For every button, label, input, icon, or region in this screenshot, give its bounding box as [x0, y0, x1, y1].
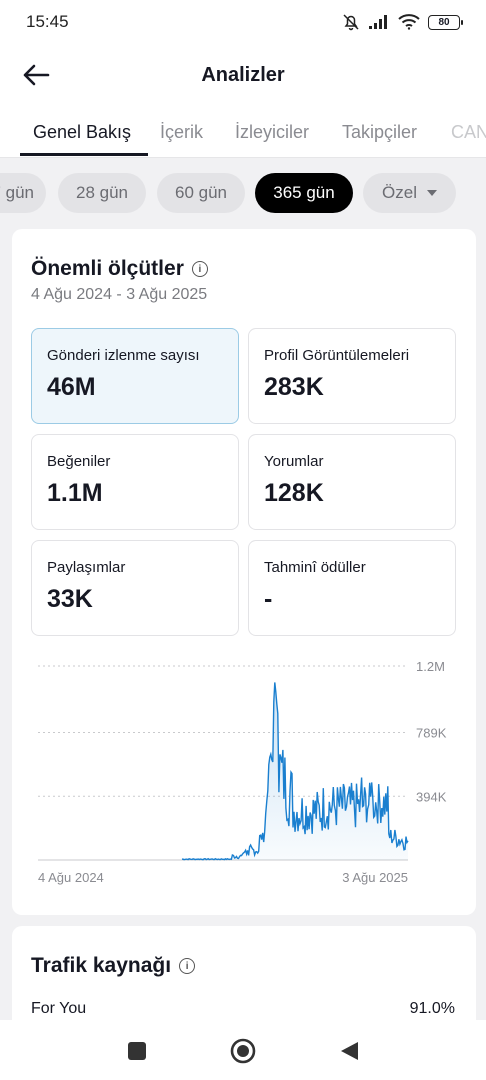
back-button[interactable]: [20, 59, 52, 91]
recents-button[interactable]: [124, 1038, 150, 1064]
metric-shares[interactable]: Paylaşımlar 33K: [31, 540, 239, 636]
chip-label: 7 gün: [0, 183, 34, 202]
battery-icon: 80: [428, 14, 463, 30]
status-time: 15:45: [26, 12, 69, 31]
header: Analizler: [0, 44, 486, 106]
info-icon[interactable]: i: [191, 261, 208, 277]
caret-down-icon: [426, 190, 437, 196]
arrow-left-icon: [23, 64, 50, 86]
y-tick-label: 394K: [416, 789, 447, 804]
metric-value: 33K: [47, 585, 93, 613]
tab-content[interactable]: İçerik: [160, 122, 204, 142]
series-line: [181, 682, 409, 861]
tab-bar: Genel Bakış İçerik İzleyiciler Takipçile…: [0, 106, 486, 158]
traffic-source-value: 91.0%: [409, 1000, 455, 1017]
home-button[interactable]: [230, 1038, 256, 1064]
traffic-row-for-you: For You 91.0%: [31, 1000, 455, 1018]
key-metrics-title: Önemli ölçütler: [31, 257, 184, 280]
tab-followers[interactable]: Takipçiler: [342, 122, 418, 142]
metric-value: -: [264, 585, 273, 613]
tab-overview[interactable]: Genel Bakış: [33, 122, 132, 142]
x-tick-label: 4 Ağu 2024: [38, 870, 104, 885]
chip-28-days[interactable]: 28 gün: [58, 173, 146, 213]
date-range: 4 Ağu 2024 - 3 Ağu 2025: [31, 286, 208, 303]
metric-value: 1.1M: [47, 479, 103, 507]
metric-comments[interactable]: Yorumlar 128K: [248, 434, 456, 530]
x-tick-label: 3 Ağu 2025: [342, 870, 408, 885]
chip-label: Özel: [382, 183, 417, 202]
metric-post-views[interactable]: Gönderi izlenme sayısı 46M: [31, 328, 239, 424]
back-triangle-icon: [341, 1042, 358, 1060]
metric-value: 128K: [264, 479, 324, 507]
y-tick-label: 1.2M: [416, 659, 445, 674]
home-circle-icon: [230, 1038, 256, 1064]
chip-365-days[interactable]: 365 gün: [255, 173, 353, 213]
metric-label: Profil Görüntülemeleri: [264, 347, 410, 364]
views-chart[interactable]: 1.2M 789K 394K 4 Ağu 2024 3 Ağu 2025: [12, 654, 476, 894]
series-area: [182, 682, 408, 860]
traffic-source-label: For You: [31, 1000, 87, 1017]
metric-value: 283K: [264, 373, 324, 401]
period-selector: 7 gün 28 gün 60 gün 365 gün Özel: [0, 158, 486, 228]
metric-value: 46M: [47, 373, 96, 401]
chip-7-days[interactable]: 7 gün: [0, 173, 46, 213]
signal-icon: [369, 15, 387, 29]
tab-active-indicator: [20, 153, 148, 156]
key-metrics-card: Önemli ölçütler i 4 Ağu 2024 - 3 Ağu 202…: [12, 229, 476, 915]
metric-estimated-rewards[interactable]: Tahminî ödüller -: [248, 540, 456, 636]
status-bar: 15:45 80: [0, 0, 486, 44]
back-nav-button[interactable]: [336, 1038, 362, 1064]
system-nav-bar: [0, 1020, 486, 1080]
metric-label: Yorumlar: [264, 453, 324, 470]
battery-level: 80: [438, 16, 450, 28]
chip-label: 60 gün: [175, 183, 227, 202]
key-metrics-heading: Önemli ölçütler i: [31, 257, 208, 281]
metric-label: Beğeniler: [47, 453, 111, 470]
traffic-title: Trafik kaynağı: [31, 954, 172, 977]
chip-60-days[interactable]: 60 gün: [157, 173, 245, 213]
square-icon: [128, 1042, 146, 1060]
metric-likes[interactable]: Beğeniler 1.1M: [31, 434, 239, 530]
chip-label: 365 gün: [273, 183, 335, 202]
info-icon[interactable]: i: [179, 958, 196, 974]
traffic-heading: Trafik kaynağı i: [31, 954, 196, 978]
views-chart-svg: 1.2M 789K 394K 4 Ağu 2024 3 Ağu 2025: [38, 659, 447, 885]
metric-label: Tahminî ödüller: [264, 559, 366, 576]
mute-bell-icon: [343, 14, 359, 31]
page-title: Analizler: [201, 63, 285, 86]
metric-label: Paylaşımlar: [47, 559, 126, 576]
wifi-icon: [398, 14, 420, 30]
chip-custom[interactable]: Özel: [363, 173, 456, 213]
metric-label: Gönderi izlenme sayısı: [47, 347, 200, 364]
status-icons: 80: [342, 13, 463, 31]
y-tick-label: 789K: [416, 725, 447, 740]
tab-live[interactable]: CANLI: [451, 122, 486, 142]
chip-label: 28 gün: [76, 183, 128, 202]
tab-viewers[interactable]: İzleyiciler: [235, 122, 310, 142]
metric-profile-views[interactable]: Profil Görüntülemeleri 283K: [248, 328, 456, 424]
